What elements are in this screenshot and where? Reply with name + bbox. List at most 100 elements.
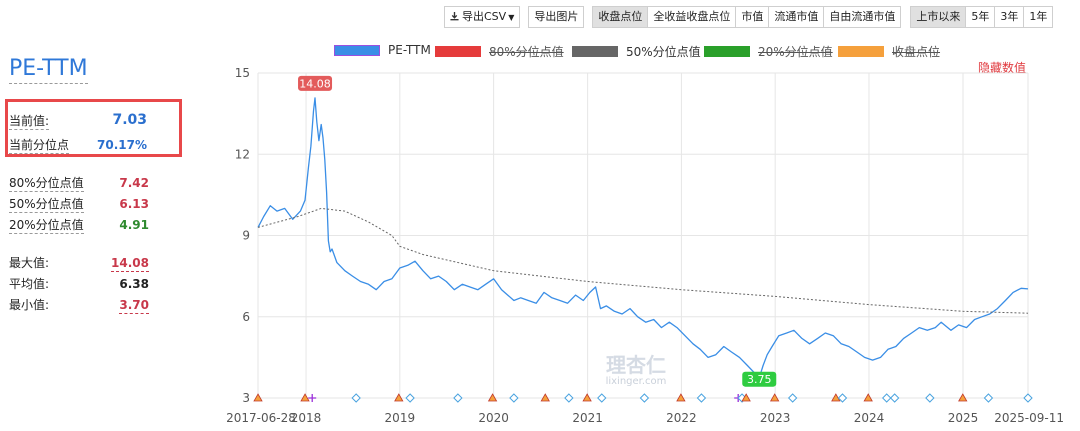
max-label-text: 14.08 (299, 77, 331, 90)
tab-close-points[interactable]: 收盘点位 (592, 6, 649, 28)
min-value[interactable]: 3.70 (119, 298, 149, 314)
event-marker-diamond (1023, 393, 1033, 403)
watermark-text: 理杏仁 (606, 353, 666, 377)
legend-swatch-close (838, 46, 884, 57)
tab-1y[interactable]: 1年 (1024, 6, 1054, 28)
legend-swatch-pe (334, 44, 380, 56)
p50-value: 6.13 (119, 197, 149, 211)
event-marker-triangle (831, 393, 841, 402)
range-tabs: 上市以来 5年 3年 1年 (910, 6, 1054, 28)
current-percentile-label: 当前分位点 (9, 138, 70, 154)
avg-label: 平均值: (9, 277, 50, 291)
tab-free-float-market-cap[interactable]: 自由流通市值 (824, 6, 902, 28)
legend-label-p20: 20%分位点值 (758, 45, 833, 59)
legend-label-p50: 50%分位点值 (626, 45, 701, 59)
export-csv-button[interactable]: 导出CSV ▼ (444, 6, 521, 28)
legend-label-p80: 80%分位点值 (489, 45, 564, 59)
x-tick-label: 2018 (291, 411, 322, 425)
x-tick-label: 2022 (666, 411, 697, 425)
y-tick-label: 6 (242, 310, 250, 324)
min-label-text: 3.75 (747, 373, 772, 386)
event-marker-diamond (453, 393, 463, 403)
event-marker-triangle (741, 393, 751, 402)
y-tick-label: 3 (242, 391, 250, 405)
event-marker-diamond (509, 393, 519, 403)
highlight-box (5, 99, 182, 157)
event-marker-diamond (983, 393, 994, 403)
chart-toolbar: 导出CSV ▼ 导出图片 收盘点位 全收益收盘点位 市值 流通市值 自由流通市值 … (444, 6, 1054, 28)
y-tick-label: 9 (242, 229, 250, 243)
event-marker-diamond (564, 393, 574, 403)
event-marker-triangle (958, 393, 968, 402)
avg-row: 平均值: 6.38 (9, 277, 149, 295)
max-value[interactable]: 14.08 (111, 256, 149, 272)
max-label: 最大值: (9, 256, 50, 270)
tab-3y[interactable]: 3年 (995, 6, 1025, 28)
p20-row: 20%分位点值 4.91 (9, 218, 149, 236)
legend-swatch-p20 (704, 46, 750, 57)
tab-5y[interactable]: 5年 (966, 6, 996, 28)
tab-market-cap[interactable]: 市值 (736, 6, 770, 28)
x-tick-label: 2019 (385, 411, 416, 425)
min-label-box (742, 371, 777, 387)
event-marker-triangle (540, 393, 550, 402)
metric-tabs: 收盘点位 全收益收盘点位 市值 流通市值 自由流通市值 (592, 6, 902, 28)
x-tick-label: 2025 (948, 411, 979, 425)
legend-swatch-p50 (572, 46, 618, 57)
x-tick-label: 2020 (478, 411, 509, 425)
legend-item-p80[interactable]: 80%分位点值 (435, 43, 564, 60)
series-line-p50 (257, 207, 1029, 314)
min-label: 最小值: (9, 298, 50, 312)
p20-label: 20%分位点值 (9, 218, 84, 234)
event-marker-plus (308, 394, 317, 402)
tab-total-return-points[interactable]: 全收益收盘点位 (648, 6, 737, 28)
p80-label: 80%分位点值 (9, 176, 84, 192)
x-tick-label: 2025-09-11 (994, 411, 1064, 425)
event-marker-diamond (889, 393, 900, 403)
x-tick-label: 2021 (572, 411, 603, 425)
y-tick-label: 15 (235, 66, 250, 80)
series-line-pe (257, 97, 1029, 379)
legend-item-p20[interactable]: 20%分位点值 (704, 43, 833, 60)
x-tick-label: 2024 (854, 411, 885, 425)
current-value: 7.03 (112, 112, 147, 128)
p80-row: 80%分位点值 7.42 (9, 176, 149, 194)
legend-label-pe: PE-TTM (388, 43, 431, 57)
event-marker-diamond (597, 393, 607, 403)
event-marker-triangle (582, 393, 592, 402)
avg-value: 6.38 (119, 277, 149, 291)
current-value-row: 当前值: 7.03 (9, 112, 147, 132)
event-marker-diamond (405, 393, 415, 403)
metric-title[interactable]: PE-TTM (9, 56, 88, 84)
export-csv-label: 导出CSV (462, 10, 507, 23)
legend-item-close[interactable]: 收盘点位 (838, 43, 940, 60)
current-percentile-row: 当前分位点 70.17% (9, 138, 147, 156)
export-image-button[interactable]: 导出图片 (528, 6, 585, 28)
event-marker-diamond (787, 393, 798, 403)
event-marker-triangle (253, 393, 263, 402)
max-row: 最大值: 14.08 (9, 256, 149, 274)
legend-label-close: 收盘点位 (892, 45, 941, 59)
tab-float-market-cap[interactable]: 流通市值 (769, 6, 825, 28)
event-marker-diamond (881, 393, 892, 403)
download-icon (450, 12, 459, 21)
hide-values-link[interactable]: 隐藏数值 (978, 61, 1027, 75)
legend-item-p50[interactable]: 50%分位点值 (572, 43, 701, 60)
event-marker-diamond (696, 393, 707, 403)
p50-row: 50%分位点值 6.13 (9, 197, 149, 215)
event-marker-diamond (837, 393, 848, 403)
event-marker-triangle (394, 393, 404, 402)
legend-item-pe[interactable]: PE-TTM (334, 43, 431, 57)
event-marker-triangle (300, 393, 310, 402)
tab-since-listing[interactable]: 上市以来 (910, 6, 967, 28)
y-tick-label: 12 (235, 147, 250, 161)
p50-label: 50%分位点值 (9, 197, 84, 213)
event-marker-triangle (487, 393, 498, 402)
p80-value: 7.42 (119, 176, 149, 190)
event-marker-diamond (925, 393, 935, 403)
watermark-subtext: lixinger.com (606, 376, 667, 387)
current-value-label: 当前值: (9, 114, 50, 130)
event-marker-diamond (639, 393, 650, 403)
event-marker-diamond (351, 393, 361, 403)
current-percentile-value: 70.17% (97, 138, 147, 152)
